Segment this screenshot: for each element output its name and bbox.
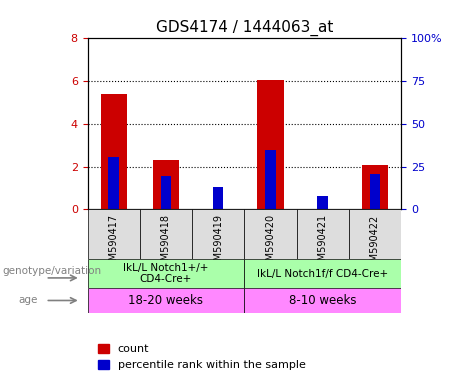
Bar [100,94,127,209]
Legend: count, percentile rank within the sample: count, percentile rank within the sample [93,340,310,375]
Bar [296,209,349,259]
Bar [88,259,244,288]
Text: GSM590417: GSM590417 [109,214,119,273]
Bar [161,176,171,209]
Text: IkL/L Notch1f/f CD4-Cre+: IkL/L Notch1f/f CD4-Cre+ [257,268,388,279]
Bar [244,288,401,313]
Bar [192,209,244,259]
Bar [244,259,401,288]
Bar [213,187,224,209]
Bar [265,150,276,209]
Bar [88,288,244,313]
Bar [318,197,328,209]
Bar [108,157,119,209]
Text: genotype/variation: genotype/variation [2,266,101,276]
Title: GDS4174 / 1444063_at: GDS4174 / 1444063_at [156,20,333,36]
Text: age: age [18,295,38,306]
Bar [140,209,192,259]
Bar [257,80,284,209]
Text: GSM590421: GSM590421 [318,214,328,273]
Bar [153,160,179,209]
Text: IkL/L Notch1+/+
CD4-Cre+: IkL/L Notch1+/+ CD4-Cre+ [123,263,209,285]
Text: 8-10 weeks: 8-10 weeks [289,294,356,307]
Text: GSM590419: GSM590419 [213,214,223,273]
Bar [370,174,380,209]
Bar [244,209,296,259]
Bar [88,209,140,259]
Text: 18-20 weeks: 18-20 weeks [129,294,203,307]
Bar [362,166,388,209]
Text: GSM590418: GSM590418 [161,214,171,273]
Text: GSM590422: GSM590422 [370,214,380,273]
Bar [349,209,401,259]
Text: GSM590420: GSM590420 [266,214,276,273]
